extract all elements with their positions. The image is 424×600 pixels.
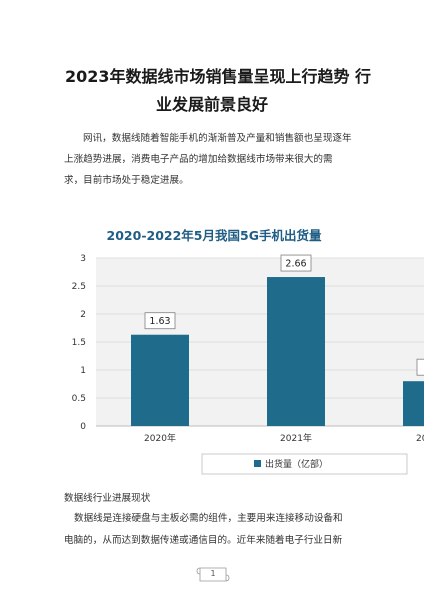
data-label-box xyxy=(280,254,312,272)
intro-line-1: 网讯，数据线随着智能手机的渐渐普及产量和销售额也呈现逐年 xyxy=(83,133,352,144)
y-tick-label: 0.5 xyxy=(72,394,86,404)
y-tick-label: 2.5 xyxy=(72,282,86,292)
page-number: 1 xyxy=(210,569,216,578)
chart-legend: 出货量（亿部） xyxy=(201,453,408,475)
article-title-line1: 2023年数据线市场销售量呈现上行趋势 行 xyxy=(64,67,372,86)
y-tick-label: 1 xyxy=(80,366,86,376)
page-number-scroll: 1 xyxy=(196,565,230,585)
legend-label: 出货量（亿部） xyxy=(265,458,328,470)
y-tick-label: 3 xyxy=(80,254,86,264)
shipment-chart: 00.511.522.53 1.632.660 2020年2021年2022年 … xyxy=(64,212,424,480)
intro-paragraph: 网讯，数据线随着智能手机的渐渐普及产量和销售额也呈现逐年 上涨趋势进展，消费电子… xyxy=(64,128,364,191)
bar-2021年 xyxy=(267,277,325,426)
chart-canvas: 00.511.522.53 1.632.660 2020年2021年2022年 … xyxy=(72,228,424,475)
intro-line-2: 上涨趋势进展，消费电子产品的增加给数据线市场带来很大的需 xyxy=(64,154,333,165)
x-tick-label: 2022年 xyxy=(416,432,424,444)
data-label: 1.63 xyxy=(149,316,170,327)
legend-swatch xyxy=(254,460,261,467)
intro-line-3: 求，目前市场处于稳定进展。 xyxy=(64,175,189,186)
data-label: 2.66 xyxy=(285,259,306,270)
y-tick-label: 2 xyxy=(80,310,86,320)
x-tick-label: 2020年 xyxy=(144,432,176,444)
body-line-2: 电脑的，从而达到数据传递或通信目的。近年来随着电子行业日新 xyxy=(64,535,343,546)
section-heading: 数据线行业进展现状 xyxy=(64,493,151,504)
chart-title: 2020-2022年5月我国5G手机出货量 xyxy=(107,228,322,243)
y-tick-label: 1.5 xyxy=(72,338,86,348)
body-paragraph: 数据线是连接硬盘与主板必需的组件，主要用来连接移动设备和 电脑的，从而达到数据传… xyxy=(64,508,364,552)
body-line-1: 数据线是连接硬盘与主板必需的组件，主要用来连接移动设备和 xyxy=(74,513,343,524)
data-label-box xyxy=(416,358,424,376)
x-tick-label: 2021年 xyxy=(280,432,312,444)
data-label-box xyxy=(144,312,176,330)
scroll-ornament-icon xyxy=(196,567,230,582)
bar-2020年 xyxy=(131,334,189,426)
article-title-line2: 业发展前景良好 xyxy=(155,95,268,114)
y-tick-label: 0 xyxy=(80,422,86,432)
bar-2022年 xyxy=(403,381,424,426)
